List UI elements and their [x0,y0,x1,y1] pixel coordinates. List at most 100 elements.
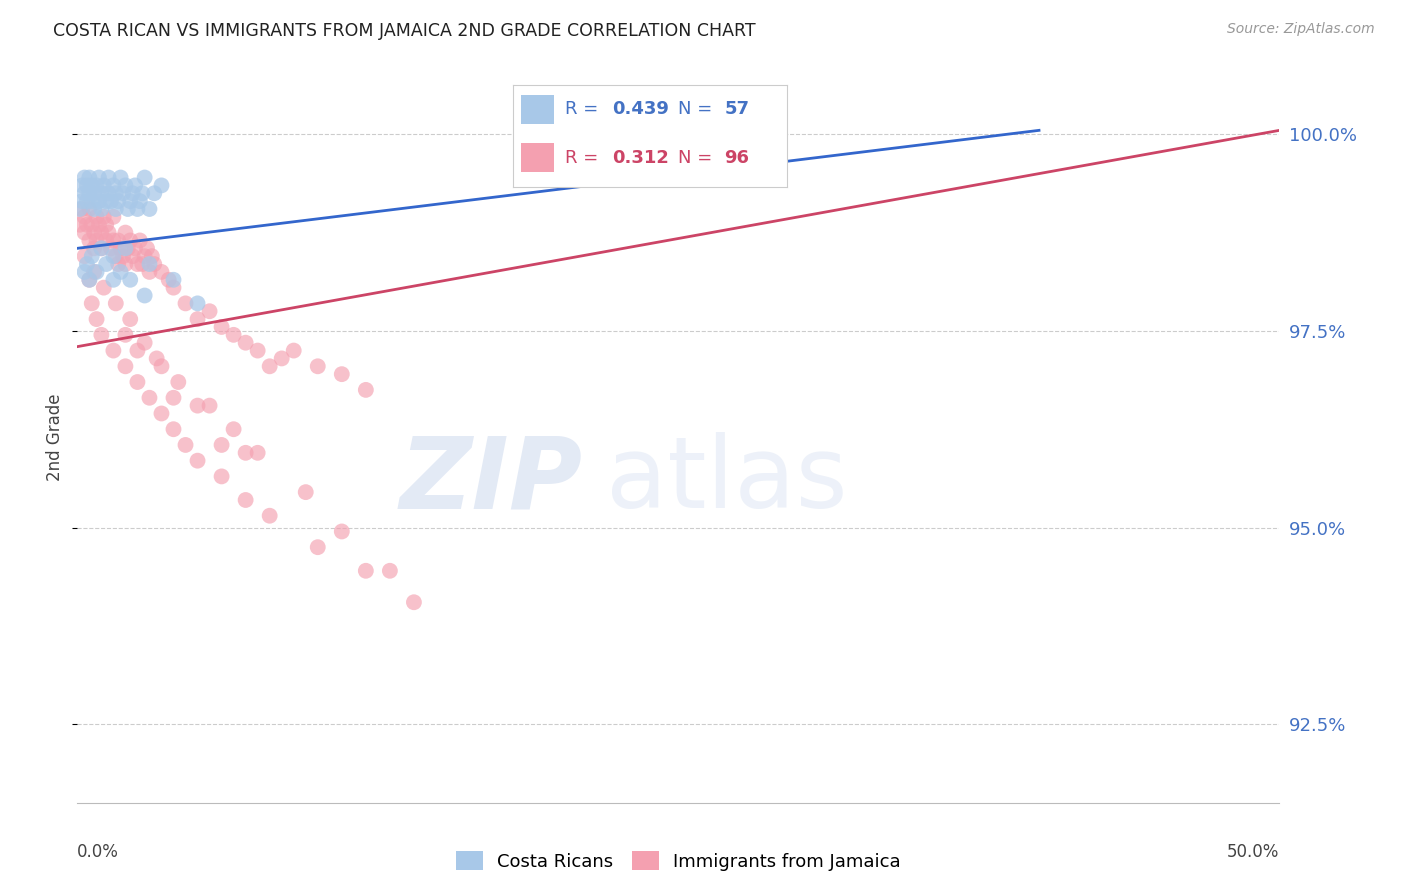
Text: N =: N = [678,149,717,167]
Point [73,249,96,263]
Point [79,273,101,287]
Point [246,343,269,358]
Point [90,241,112,255]
Point [103,178,125,193]
Point [70,178,93,193]
Point [402,595,425,609]
Point [150,407,173,421]
Point [114,327,136,342]
Point [96,257,118,271]
Point [128,194,150,208]
Point [80,178,103,193]
Point [100,194,122,208]
Point [103,273,125,287]
Text: 0.0%: 0.0% [77,843,120,861]
Point [141,249,163,263]
Point [86,234,108,248]
Text: N =: N = [678,101,717,119]
Point [86,265,108,279]
Point [114,178,136,193]
Point [107,234,129,248]
Point [110,170,132,185]
Point [174,296,197,310]
Point [90,202,112,216]
Point [120,234,142,248]
Point [134,288,156,302]
Point [138,257,160,271]
Point [73,265,96,279]
Point [167,375,190,389]
Legend: Costa Ricans, Immigrants from Jamaica: Costa Ricans, Immigrants from Jamaica [449,844,908,878]
Point [235,335,257,350]
Bar [522,95,554,124]
Point [143,257,166,271]
Point [120,273,142,287]
Text: 57: 57 [724,101,749,119]
Point [294,485,316,500]
Point [128,234,150,248]
Point [246,446,269,460]
Point [79,234,101,248]
Point [96,234,118,248]
Point [354,383,377,397]
Point [70,194,93,208]
Point [97,226,120,240]
Bar [522,144,554,172]
Point [114,226,136,240]
Point [235,446,257,460]
Point [103,210,125,224]
Point [145,351,167,366]
Point [259,508,281,523]
Point [120,194,142,208]
Point [110,265,132,279]
Point [80,249,103,263]
Point [187,399,209,413]
Point [187,312,209,326]
Point [121,249,143,263]
Point [270,351,292,366]
Point [83,241,105,255]
Point [211,320,233,334]
Text: COSTA RICAN VS IMMIGRANTS FROM JAMAICA 2ND GRADE CORRELATION CHART: COSTA RICAN VS IMMIGRANTS FROM JAMAICA 2… [53,22,756,40]
Point [124,178,146,193]
Point [222,327,245,342]
Text: ZIP: ZIP [399,433,582,530]
Point [103,234,125,248]
Point [96,218,118,232]
Text: atlas: atlas [606,433,848,530]
Point [127,202,149,216]
Point [100,241,122,255]
Point [90,226,112,240]
Point [307,359,329,374]
Point [162,391,184,405]
Point [143,186,166,201]
Point [79,273,101,287]
Point [136,241,159,255]
Point [117,202,139,216]
Point [73,210,96,224]
Point [76,257,98,271]
Point [198,304,221,318]
Point [86,178,108,193]
Text: Source: ZipAtlas.com: Source: ZipAtlas.com [1227,22,1375,37]
Point [259,359,281,374]
Point [104,249,127,263]
Point [103,343,125,358]
Point [138,391,160,405]
Point [79,186,101,201]
Point [114,257,136,271]
Point [162,280,184,294]
Point [174,438,197,452]
Point [222,422,245,436]
Point [162,273,184,287]
Point [90,241,112,255]
Point [131,257,153,271]
Point [121,186,143,201]
Point [378,564,401,578]
Point [138,202,160,216]
Point [114,241,136,255]
Y-axis label: 2nd Grade: 2nd Grade [46,393,65,481]
Point [157,273,180,287]
Point [110,241,132,255]
Point [90,327,112,342]
